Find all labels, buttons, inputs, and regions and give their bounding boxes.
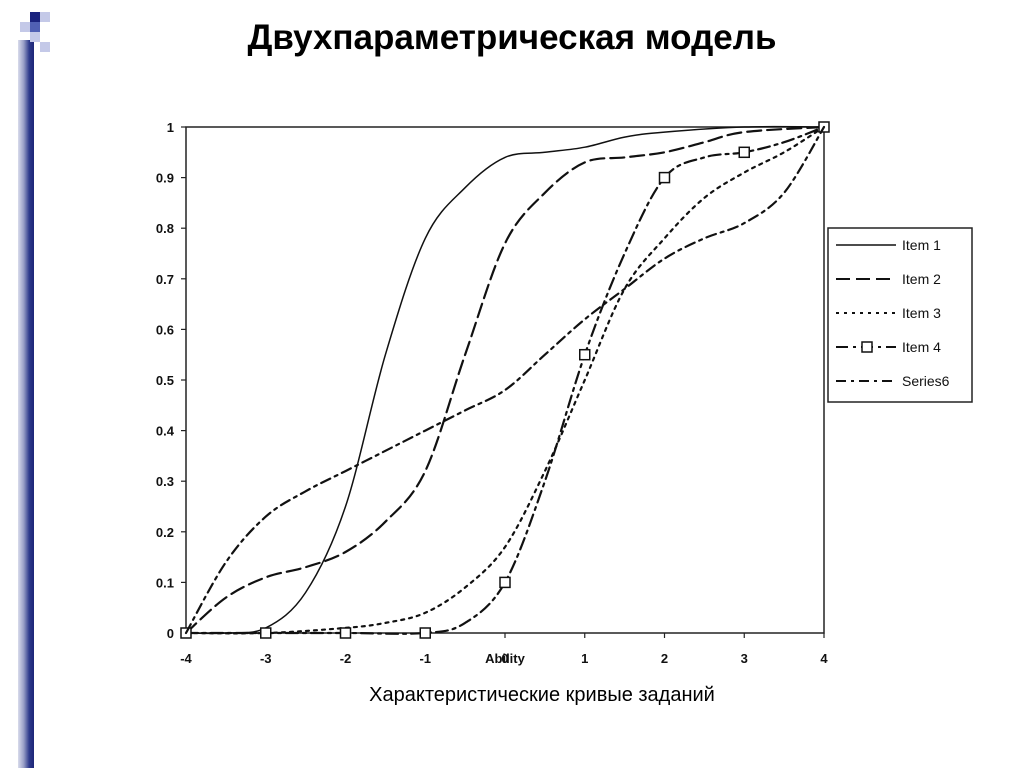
data-point-marker: [738, 146, 750, 159]
data-point-marker: [499, 576, 511, 589]
data-point-marker: [339, 627, 352, 639]
y-tick-label: 0.1: [156, 575, 174, 590]
y-tick-label: 0.4: [156, 424, 175, 439]
series-line-item-3: [184, 125, 826, 635]
corner-decoration: [0, 0, 80, 60]
y-tick-label: 0.7: [156, 272, 174, 287]
y-tick-label: 0.2: [156, 525, 174, 540]
x-tick-label: 1: [581, 651, 588, 666]
x-tick-label: 0: [501, 651, 508, 666]
series-line-item-2: [184, 125, 826, 635]
left-decorative-bar: [18, 40, 34, 768]
series-line-item-1: [185, 125, 825, 635]
data-point-marker: [260, 627, 272, 639]
x-tick-label: -4: [180, 651, 192, 666]
slide-title: Двухпараметрическая модель: [247, 18, 777, 57]
y-tick-label: 0.8: [156, 221, 174, 236]
y-tick-label: 0.3: [156, 474, 174, 489]
data-point-marker: [419, 627, 431, 639]
y-tick-label: 0.9: [156, 171, 174, 186]
x-tick-label: -3: [260, 651, 272, 666]
x-tick-label: -2: [340, 651, 352, 666]
y-tick-label: 0.6: [156, 322, 174, 337]
y-tick-label: 1: [167, 120, 174, 135]
data-point-marker: [579, 348, 591, 361]
series-line-item-4: [184, 125, 826, 635]
y-tick-label: 0.5: [156, 373, 174, 388]
x-axis-label: Ability: [485, 651, 525, 666]
legend-label: Item 3: [902, 305, 941, 321]
x-tick-label: 3: [741, 651, 748, 666]
legend-marker: [861, 341, 873, 353]
x-tick-label: 2: [661, 651, 668, 666]
legend-label: Item 4: [902, 339, 941, 355]
plot-frame: [185, 126, 825, 634]
legend-label: Item 2: [902, 271, 941, 287]
legend-box: [827, 227, 973, 403]
data-point-marker: [658, 171, 671, 184]
x-tick-label: 4: [820, 651, 828, 666]
y-tick-label: 0: [167, 626, 174, 641]
chart-caption: Характеристические кривые заданий: [369, 684, 715, 706]
x-tick-label: -1: [419, 651, 431, 666]
series-line-series6: [184, 125, 826, 635]
legend-label: Series6: [902, 373, 950, 389]
legend-label: Item 1: [902, 237, 941, 253]
